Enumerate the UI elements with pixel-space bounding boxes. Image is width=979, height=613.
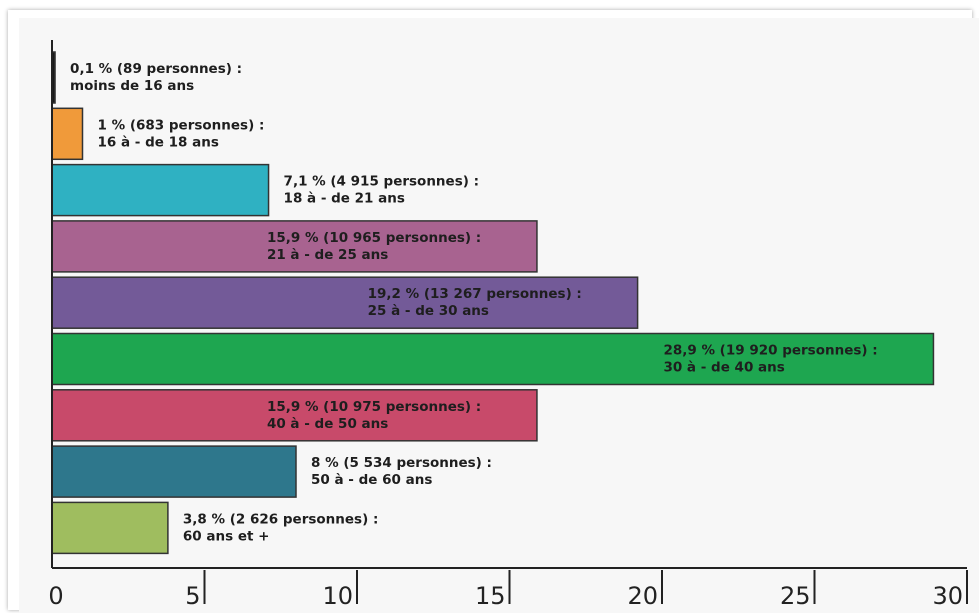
data-label: 15,9 % (10 975 personnes) : (267, 399, 481, 415)
data-label: 8 % (5 534 personnes) : (311, 455, 492, 471)
x-tick-label: 15 (475, 582, 506, 610)
category-label: 21 à - de 25 ans (267, 247, 388, 263)
data-label: 15,9 % (10 965 personnes) : (267, 230, 481, 246)
x-tick-label: 20 (627, 582, 658, 610)
x-tick-label: 10 (322, 582, 353, 610)
category-label: 16 à - de 18 ans (98, 134, 219, 150)
x-tick-label: 0 (48, 582, 63, 610)
category-label: 25 à - de 30 ans (368, 303, 489, 319)
category-label: 30 à - de 40 ans (663, 360, 784, 376)
category-label: moins de 16 ans (70, 78, 194, 94)
data-label: 7,1 % (4 915 personnes) : (284, 174, 479, 190)
category-label: 50 à - de 60 ans (311, 472, 432, 488)
bar (51, 332, 935, 386)
bar (51, 445, 297, 498)
data-label: 3,8 % (2 626 personnes) : (183, 511, 378, 527)
data-label: 28,9 % (19 920 personnes) : (663, 343, 877, 359)
category-label: 40 à - de 50 ans (267, 416, 388, 432)
data-label: 1 % (683 personnes) : (98, 117, 265, 133)
data-label: 19,2 % (13 267 personnes) : (368, 286, 582, 302)
bar (51, 163, 270, 217)
bar (51, 107, 84, 161)
bar (51, 501, 169, 555)
bar (51, 220, 538, 273)
category-label: 60 ans et + (183, 528, 270, 544)
category-label: 18 à - de 21 ans (284, 191, 405, 207)
x-tick-label: 25 (780, 582, 811, 610)
x-tick-label: 30 (932, 582, 963, 610)
bar (51, 276, 639, 329)
x-tick-label: 5 (185, 582, 200, 610)
data-label: 0,1 % (89 personnes) : (70, 61, 242, 77)
bar (51, 389, 538, 442)
